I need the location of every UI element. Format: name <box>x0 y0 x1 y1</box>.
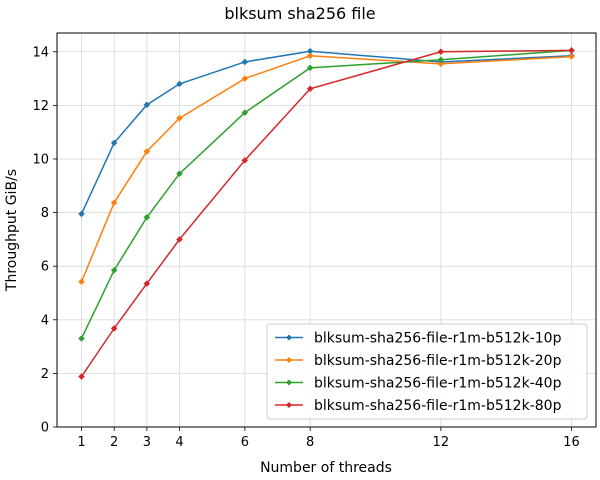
data-point <box>143 148 151 155</box>
data-point <box>143 280 151 287</box>
data-point <box>110 266 118 274</box>
series-line <box>80 49 572 339</box>
x-tick-label: 6 <box>241 435 249 450</box>
y-tick-label: 6 <box>41 260 49 275</box>
x-tick-label: 3 <box>143 435 151 450</box>
data-point <box>78 210 85 218</box>
data-point <box>143 214 151 221</box>
data-point <box>78 373 85 380</box>
data-point <box>241 58 249 66</box>
series-4 <box>78 47 575 380</box>
legend-label: blksum-sha256-file-r1m-b512k-80p <box>314 398 562 414</box>
x-tick-label: 16 <box>563 435 580 450</box>
y-tick-label: 12 <box>32 99 49 114</box>
chart-title: blksum sha256 file <box>224 4 375 23</box>
x-axis: 1 2 3 4 6 8 12 16 <box>77 427 580 450</box>
data-point <box>110 199 118 207</box>
series-line <box>80 55 572 283</box>
data-point <box>176 80 183 88</box>
legend-marker <box>286 402 292 408</box>
legend-label: blksum-sha256-file-r1m-b512k-10p <box>314 331 562 347</box>
data-point <box>306 52 314 60</box>
legend-item: blksum-sha256-file-r1m-b512k-80p <box>275 398 562 414</box>
data-point <box>306 64 314 72</box>
y-tick-label: 4 <box>41 313 49 328</box>
x-tick-label: 4 <box>175 435 183 450</box>
legend-label: blksum-sha256-file-r1m-b512k-20p <box>314 353 562 369</box>
legend-label: blksum-sha256-file-r1m-b512k-40p <box>314 376 562 392</box>
data-point <box>110 139 118 147</box>
legend-marker <box>286 379 292 386</box>
data-point <box>241 75 249 82</box>
x-tick-label: 2 <box>110 435 118 450</box>
data-point <box>306 85 314 93</box>
data-point <box>78 278 85 286</box>
legend-item: blksum-sha256-file-r1m-b512k-10p <box>275 331 562 347</box>
x-tick-label: 1 <box>77 435 85 450</box>
data-point <box>437 56 445 64</box>
data-point <box>176 236 183 243</box>
legend-box <box>266 323 588 420</box>
legend: blksum-sha256-file-r1m-b512k-10p blksum-s… <box>266 323 588 420</box>
y-tick-label: 0 <box>41 421 49 436</box>
series-1 <box>78 47 575 218</box>
x-tick-label: 12 <box>433 435 450 450</box>
data-point <box>437 48 445 56</box>
y-tick-label: 2 <box>41 367 49 382</box>
data-point <box>176 114 183 122</box>
series-line <box>80 50 572 215</box>
data-point <box>176 170 183 178</box>
data-point <box>241 109 249 116</box>
y-axis-label: Throughput GiB/s <box>4 169 20 292</box>
series-line <box>80 49 572 378</box>
grid <box>57 33 596 428</box>
y-tick-label: 14 <box>32 45 49 60</box>
legend-item: blksum-sha256-file-r1m-b512k-40p <box>275 376 562 392</box>
x-tick-label: 8 <box>306 435 314 450</box>
series-2 <box>78 52 575 286</box>
data-point <box>568 53 575 60</box>
data-point <box>78 335 85 342</box>
x-axis-label: Number of threads <box>260 460 392 476</box>
series-layer <box>78 47 575 380</box>
y-tick-label: 8 <box>41 206 49 221</box>
y-tick-label: 10 <box>32 152 49 167</box>
data-point <box>241 156 249 164</box>
legend-marker <box>286 357 292 363</box>
legend-item: blksum-sha256-file-r1m-b512k-20p <box>275 353 562 369</box>
data-point <box>110 325 118 332</box>
data-point <box>568 47 575 54</box>
data-point <box>437 60 445 68</box>
y-axis: 0 2 4 6 8 10 12 14 <box>32 45 57 436</box>
legend-marker <box>286 334 292 341</box>
data-point <box>143 101 151 109</box>
series-3 <box>78 47 575 342</box>
plot-frame <box>56 32 597 428</box>
